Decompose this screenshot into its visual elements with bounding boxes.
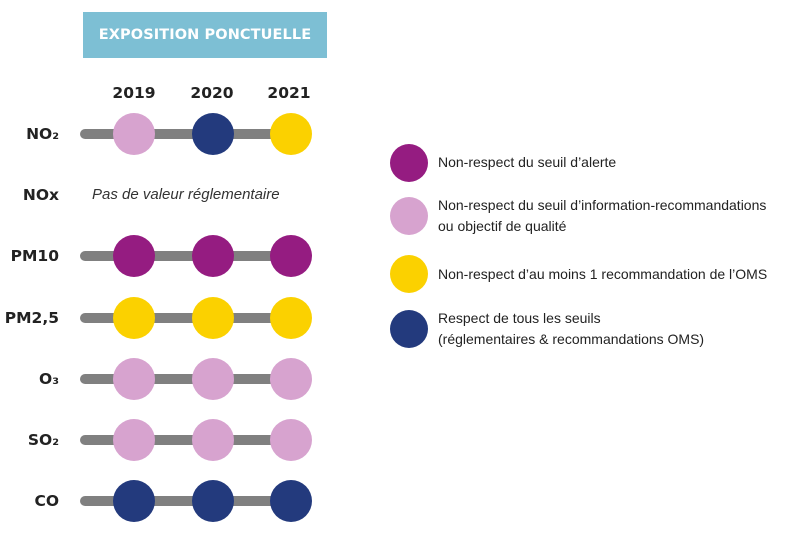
pollutant-row: NO₂ — [0, 112, 802, 156]
year-header-2020: 2020 — [190, 84, 234, 102]
status-dot-2020 — [192, 113, 234, 155]
pollutant-label: SO₂ — [27, 431, 59, 449]
legend-text: Non-respect du seuil d’alerte — [438, 152, 798, 173]
legend-line: Non-respect du seuil d’information-recom… — [438, 197, 767, 213]
legend-line: (réglementaires & recommandations OMS) — [438, 331, 705, 347]
status-dot-2021 — [270, 297, 312, 339]
legend-text: Non-respect d’au moins 1 recommandation … — [438, 264, 798, 285]
legend-line: Non-respect d’au moins 1 recommandation … — [438, 266, 768, 282]
status-dot-2019 — [113, 297, 155, 339]
status-dot-2020 — [192, 235, 234, 277]
title-banner: EXPOSITION PONCTUELLE — [83, 12, 327, 58]
status-dot-2020 — [192, 358, 234, 400]
legend-line: ou objectif de qualité — [438, 218, 567, 234]
pollutant-row: NOx Pas de valeur réglementaire — [0, 173, 802, 217]
status-dot-2019 — [113, 358, 155, 400]
pollutant-row: PM2,5 — [0, 296, 802, 340]
status-dot-2021 — [270, 419, 312, 461]
status-dot-2019 — [113, 113, 155, 155]
status-dot-2021 — [270, 358, 312, 400]
status-dot-2020 — [192, 419, 234, 461]
status-dot-2020 — [192, 480, 234, 522]
legend-text: Respect de tous les seuils (réglementaire… — [438, 308, 798, 350]
status-dot-2021 — [270, 235, 312, 277]
status-dot-2021 — [270, 113, 312, 155]
pollutant-label: PM10 — [10, 247, 59, 265]
year-header-2019: 2019 — [112, 84, 156, 102]
status-dot-2020 — [192, 297, 234, 339]
legend-text: Non-respect du seuil d’information-recom… — [438, 195, 798, 237]
no-value-note: Pas de valeur réglementaire — [92, 186, 280, 203]
legend-dot — [390, 255, 428, 293]
legend-dot — [390, 310, 428, 348]
year-header-2021: 2021 — [267, 84, 311, 102]
pollutant-label: O₃ — [39, 370, 59, 388]
pollutant-label: NOx — [22, 186, 59, 204]
legend-dot — [390, 144, 428, 182]
pollutant-row: O₃ — [0, 357, 802, 401]
status-dot-2021 — [270, 480, 312, 522]
status-dot-2019 — [113, 480, 155, 522]
legend-line: Respect de tous les seuils — [438, 310, 601, 326]
page-title: EXPOSITION PONCTUELLE — [98, 27, 312, 43]
pollutant-label: CO — [34, 492, 59, 510]
legend-line: Non-respect du seuil d’alerte — [438, 154, 617, 170]
status-dot-2019 — [113, 235, 155, 277]
pollutant-row: CO — [0, 479, 802, 523]
pollutant-row: PM10 — [0, 234, 802, 278]
pollutant-row: SO₂ — [0, 418, 802, 462]
status-dot-2019 — [113, 419, 155, 461]
legend-dot — [390, 197, 428, 235]
pollutant-label: NO₂ — [26, 125, 59, 143]
pollutant-label: PM2,5 — [4, 309, 59, 327]
